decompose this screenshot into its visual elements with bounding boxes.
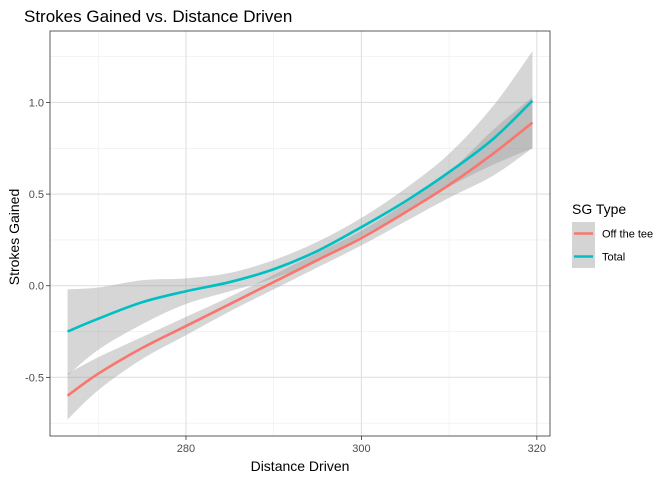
x-tick-label: 300	[352, 443, 370, 455]
x-axis-ticks: 280 300 320	[177, 436, 546, 455]
legend: SG Type Off the tee Total	[572, 201, 653, 268]
y-tick-label: -0.5	[25, 372, 44, 384]
confidence-bands	[68, 51, 533, 419]
major-gridlines	[50, 31, 550, 436]
legend-title: SG Type	[572, 201, 626, 217]
y-axis-title: Strokes Gained	[6, 189, 22, 286]
legend-label-off-the-tee: Off the tee	[602, 229, 653, 241]
y-tick-label: 0.0	[29, 281, 44, 293]
legend-label-total: Total	[602, 252, 625, 264]
x-tick-label: 280	[177, 443, 195, 455]
y-axis-ticks: -0.5 0.0 0.5 1.0	[25, 97, 50, 384]
x-tick-label: 320	[528, 443, 546, 455]
confidence-band-total	[68, 51, 533, 375]
plot-panel-border	[50, 31, 550, 436]
y-tick-label: 1.0	[29, 97, 44, 109]
y-tick-label: 0.5	[29, 189, 44, 201]
x-axis-title: Distance Driven	[251, 458, 350, 474]
chart-title: Strokes Gained vs. Distance Driven	[24, 7, 292, 26]
minor-gridlines	[50, 31, 550, 436]
